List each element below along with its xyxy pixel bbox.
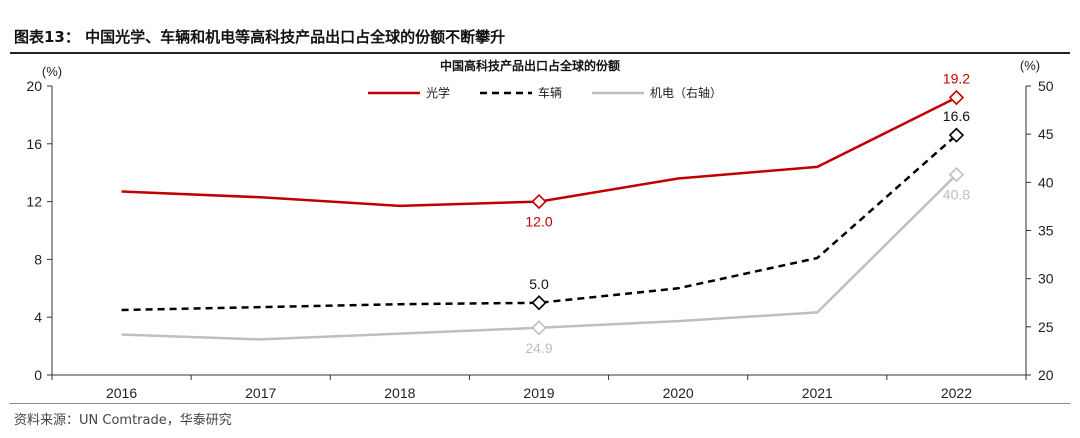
- data-label: 16.6: [943, 108, 970, 124]
- figure-title: 图表13： 中国光学、车辆和机电等高科技产品出口占全球的份额不断攀升: [14, 28, 506, 46]
- source-note: 资料来源：UN Comtrade，华泰研究: [14, 413, 232, 428]
- legend-label: 车辆: [538, 85, 562, 100]
- left-tick-label: 16: [26, 136, 42, 152]
- data-point-marker: [948, 127, 965, 143]
- title-rule: [10, 52, 1070, 54]
- data-point-marker: [531, 295, 547, 311]
- right-tick-label: 20: [1038, 367, 1054, 383]
- series-line: [121, 134, 958, 312]
- legend-label: 光学: [426, 85, 450, 100]
- left-tick-label: 0: [34, 367, 42, 383]
- bottom-rule: [10, 403, 1070, 404]
- legend-label: 机电（右轴）: [650, 85, 722, 100]
- left-tick-label: 12: [26, 194, 42, 210]
- data-point-marker: [948, 166, 965, 183]
- x-tick-label: 2017: [245, 385, 276, 400]
- left-tick-label: 8: [34, 251, 42, 267]
- left-tick-label: 20: [26, 78, 42, 94]
- series-line: [121, 96, 957, 208]
- data-label: 19.2: [943, 71, 970, 87]
- right-tick-label: 35: [1038, 223, 1054, 239]
- right-tick-label: 40: [1038, 174, 1054, 190]
- left-axis-unit: (%): [42, 64, 62, 79]
- right-tick-label: 50: [1038, 78, 1054, 94]
- data-point-marker: [948, 89, 965, 106]
- right-tick-label: 45: [1038, 126, 1054, 142]
- chart: 中国高科技产品出口占全球的份额 (%) (%) 0481216202025303…: [26, 58, 1054, 400]
- chart-title: 中国高科技产品出口占全球的份额: [440, 58, 620, 73]
- left-tick-label: 4: [34, 309, 42, 325]
- data-label: 5.0: [529, 276, 549, 292]
- x-tick-label: 2022: [941, 385, 972, 400]
- data-label: 12.0: [525, 214, 552, 230]
- data-point-marker: [531, 320, 547, 336]
- data-label: 24.9: [525, 340, 552, 356]
- x-tick-label: 2021: [802, 385, 833, 400]
- data-label: 40.8: [943, 187, 970, 203]
- right-tick-label: 25: [1038, 319, 1054, 335]
- x-tick-label: 2018: [384, 385, 415, 400]
- x-tick-label: 2020: [663, 385, 694, 400]
- right-tick-label: 30: [1038, 271, 1054, 287]
- x-tick-label: 2019: [523, 385, 554, 400]
- right-axis-unit: (%): [1020, 58, 1040, 73]
- data-point-marker: [531, 193, 547, 210]
- x-tick-label: 2016: [106, 385, 137, 400]
